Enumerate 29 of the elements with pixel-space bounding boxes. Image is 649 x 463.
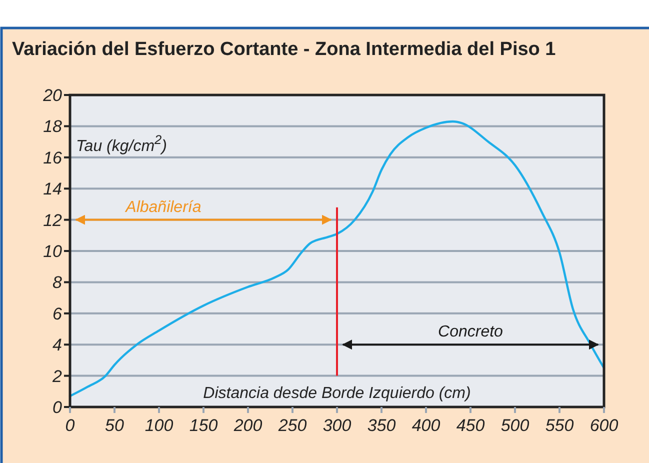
x-tick-label: 450 [456,416,486,435]
y-tick-label: 2 [52,366,63,386]
x-tick-label: 250 [277,416,308,435]
chart-title: Variación del Esfuerzo Cortante - Zona Intermedia del Piso 1 [12,39,556,60]
x-tick-label: 550 [545,416,574,435]
y-tick-label: 8 [52,273,63,292]
y-tick-label: 6 [52,304,63,324]
y-tick-label: 14 [43,180,62,199]
x-tick-label: 350 [367,416,396,435]
y-tick-label: 20 [42,86,63,105]
annotation: Concreto [438,324,504,341]
x-tick-label: 300 [322,416,352,435]
annotation: Albañilería [124,198,202,216]
x-tick-label: 50 [105,416,124,435]
y-tick-label: 18 [43,117,63,136]
y-tick-label: 4 [52,336,62,355]
y-axis-title: Tau (kg/cm$^{2}$) [76,132,167,156]
x-tick-label: 400 [412,416,441,435]
y-tick-label: 10 [43,242,63,261]
y-tick-label: 16 [43,148,63,168]
y-tick-label: 12 [43,210,63,230]
x-tick-label: 200 [232,416,263,435]
x-axis-title: Distancia desde Borde Izquierdo (cm) [203,385,471,402]
x-tick-label: 500 [500,416,530,435]
x-tick-label: 600 [590,416,619,435]
x-tick-label: 0 [65,416,76,435]
x-tick-label: 100 [144,416,174,435]
x-tick-label: 150 [189,416,218,435]
y-tick-label: 0 [52,398,63,417]
